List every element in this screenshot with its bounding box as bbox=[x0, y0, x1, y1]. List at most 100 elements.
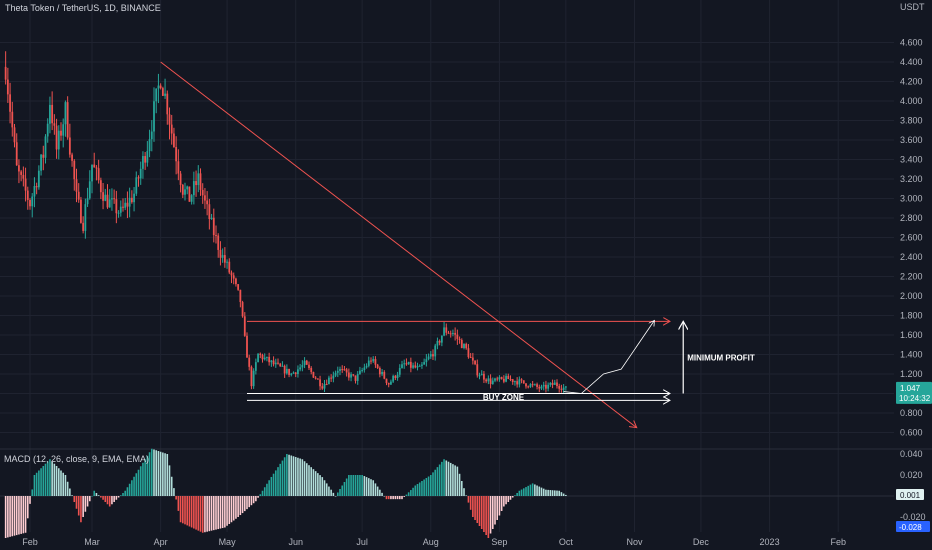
macd-histogram-bar bbox=[64, 475, 67, 496]
candle-body bbox=[266, 356, 268, 358]
macd-histogram-bar bbox=[491, 496, 494, 529]
candle-body bbox=[423, 362, 426, 365]
macd-histogram-bar bbox=[108, 496, 111, 507]
candle-body bbox=[111, 198, 113, 200]
macd-histogram-bar bbox=[4, 496, 7, 538]
candle-body bbox=[467, 348, 470, 358]
macd-histogram-bar bbox=[148, 452, 151, 496]
macd-histogram-bar bbox=[73, 496, 76, 502]
signal-value-label: -0.028 bbox=[899, 523, 922, 532]
candle-body bbox=[20, 171, 23, 175]
macd-histogram-bar bbox=[500, 496, 503, 511]
macd-histogram-bar bbox=[547, 489, 549, 496]
macd-histogram-bar bbox=[405, 494, 408, 496]
candle-body bbox=[483, 373, 485, 380]
candle-body bbox=[305, 360, 308, 365]
macd-histogram-bar bbox=[97, 495, 100, 496]
candle-body bbox=[290, 373, 293, 375]
candle-body bbox=[560, 388, 563, 390]
macd-histogram-bar bbox=[496, 496, 499, 520]
candle-body bbox=[454, 333, 457, 335]
macd-histogram-bar bbox=[556, 490, 558, 496]
candle-body bbox=[460, 340, 463, 349]
macd-histogram-bar bbox=[35, 472, 38, 496]
macd-histogram-bar bbox=[487, 496, 490, 538]
candle-body bbox=[427, 356, 430, 360]
candle-body bbox=[352, 374, 355, 376]
candle-body bbox=[60, 130, 62, 136]
macd-histogram-bar bbox=[117, 496, 120, 498]
macd-histogram-bar bbox=[403, 496, 406, 497]
candle-body bbox=[102, 192, 104, 201]
macd-histogram-bar bbox=[531, 483, 534, 496]
macd-histogram-bar bbox=[432, 472, 434, 496]
macd-histogram-bar bbox=[458, 473, 461, 496]
candle-body bbox=[33, 186, 36, 197]
macd-histogram-bar bbox=[527, 485, 530, 496]
macd-histogram-bar bbox=[22, 496, 25, 534]
macd-value-tag bbox=[896, 488, 924, 500]
price-axis[interactable]: USDT 4.600 4.400 4.200 4.000 3.800 3.600 3.400 3… bbox=[896, 2, 932, 532]
macd-tick-label: 0.040 bbox=[900, 449, 923, 459]
candle-body bbox=[434, 345, 437, 357]
candle-body bbox=[243, 316, 246, 336]
time-tick-label: 2023 bbox=[760, 537, 780, 547]
macd-histogram-bar bbox=[299, 458, 301, 496]
macd-histogram-bar bbox=[483, 496, 485, 532]
candle-body bbox=[217, 235, 220, 250]
candle-body bbox=[104, 194, 107, 201]
time-axis[interactable]: Feb Mar Apr May Jun Jul Aug Sep Oct Nov Dec 2023 Feb bbox=[22, 537, 846, 547]
time-tick-label: Dec bbox=[693, 537, 710, 547]
macd-histogram-bar bbox=[15, 496, 18, 536]
macd-tick-label: 0.020 bbox=[900, 470, 923, 480]
candle-body bbox=[75, 179, 78, 192]
candle-body bbox=[179, 173, 182, 185]
candle-body bbox=[463, 343, 465, 349]
macd-histogram-bar bbox=[219, 496, 222, 529]
candle-body bbox=[538, 386, 541, 389]
macd-histogram-bar bbox=[230, 496, 233, 523]
macd-histogram-bar bbox=[434, 469, 437, 496]
candle-body bbox=[536, 384, 538, 387]
candle-body bbox=[292, 372, 295, 374]
drawing-annotations: BUY ZONE MINIMUM PROFIT bbox=[160, 61, 755, 428]
time-tick-label: Oct bbox=[559, 537, 574, 547]
candle-body bbox=[239, 289, 242, 303]
macd-histogram-bar bbox=[412, 487, 414, 496]
candle-body bbox=[170, 124, 173, 134]
macd-histogram-bar bbox=[60, 470, 62, 496]
macd-histogram-bar bbox=[507, 496, 510, 502]
candle-body bbox=[383, 371, 386, 379]
candle-body bbox=[361, 370, 364, 372]
candle-body bbox=[155, 88, 158, 102]
macd-histogram-bar bbox=[179, 496, 182, 523]
candle-body bbox=[97, 168, 100, 181]
candle-body bbox=[117, 212, 120, 214]
candle-body bbox=[208, 204, 211, 220]
candle-body bbox=[471, 357, 474, 361]
candle-body bbox=[221, 255, 224, 258]
macd-histogram-bar bbox=[18, 496, 20, 535]
candle-body bbox=[345, 369, 348, 373]
macd-histogram-bar bbox=[77, 496, 80, 516]
macd-histogram-bar bbox=[100, 496, 102, 498]
candle-body bbox=[378, 367, 381, 375]
macd-histogram-bar bbox=[62, 472, 65, 496]
macd-histogram-bar bbox=[429, 475, 432, 496]
macd-histogram-bar bbox=[259, 494, 262, 496]
candle-body bbox=[332, 375, 335, 379]
macd-histogram-bar bbox=[294, 457, 297, 496]
macd-histogram-bar bbox=[153, 449, 155, 496]
macd-histogram-bar bbox=[396, 496, 399, 500]
macd-histogram-bar bbox=[520, 489, 523, 496]
macd-histogram-bar bbox=[181, 496, 184, 524]
macd-histogram-bar bbox=[270, 476, 273, 496]
macd-histogram-bar bbox=[26, 496, 29, 519]
candle-body bbox=[18, 165, 20, 172]
candle-body bbox=[142, 156, 144, 169]
macd-histogram-bar bbox=[361, 475, 363, 496]
candle-body bbox=[469, 357, 472, 359]
candle-body bbox=[44, 136, 47, 158]
macd-histogram-bar bbox=[336, 492, 339, 496]
